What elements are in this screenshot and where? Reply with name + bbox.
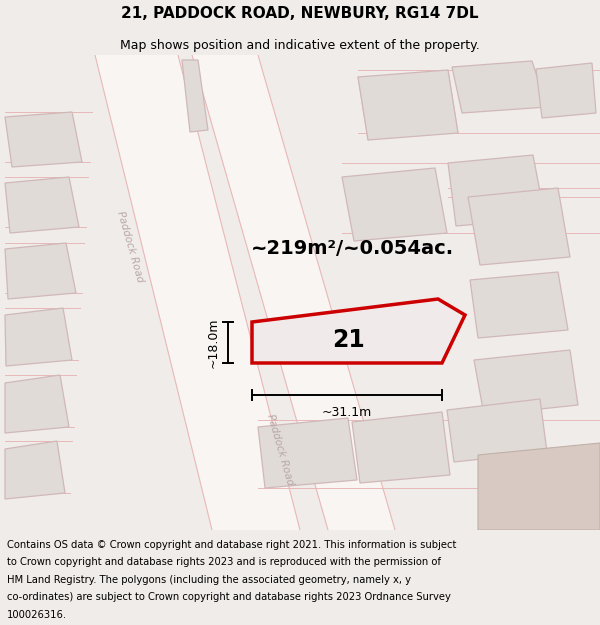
Text: 100026316.: 100026316.: [7, 610, 67, 620]
Polygon shape: [5, 441, 65, 499]
Text: 21: 21: [332, 328, 364, 352]
Text: 21, PADDOCK ROAD, NEWBURY, RG14 7DL: 21, PADDOCK ROAD, NEWBURY, RG14 7DL: [121, 6, 479, 21]
Polygon shape: [478, 443, 600, 530]
Text: Paddock Road: Paddock Road: [265, 413, 295, 487]
Text: Contains OS data © Crown copyright and database right 2021. This information is : Contains OS data © Crown copyright and d…: [7, 539, 457, 549]
Polygon shape: [447, 399, 547, 462]
Polygon shape: [5, 308, 72, 366]
Polygon shape: [342, 168, 447, 241]
Polygon shape: [448, 155, 545, 226]
Text: ~219m²/~0.054ac.: ~219m²/~0.054ac.: [250, 239, 454, 258]
Polygon shape: [192, 55, 395, 530]
Text: co-ordinates) are subject to Crown copyright and database rights 2023 Ordnance S: co-ordinates) are subject to Crown copyr…: [7, 592, 451, 602]
Polygon shape: [470, 272, 568, 338]
Text: ~18.0m: ~18.0m: [206, 318, 220, 368]
Polygon shape: [5, 243, 76, 299]
Polygon shape: [536, 63, 596, 118]
Polygon shape: [5, 375, 69, 433]
Polygon shape: [258, 418, 357, 488]
Polygon shape: [95, 55, 300, 530]
Polygon shape: [182, 60, 208, 132]
Text: Map shows position and indicative extent of the property.: Map shows position and indicative extent…: [120, 39, 480, 52]
Polygon shape: [5, 112, 82, 167]
Polygon shape: [352, 412, 450, 483]
Text: HM Land Registry. The polygons (including the associated geometry, namely x, y: HM Land Registry. The polygons (includin…: [7, 574, 411, 584]
Text: ~31.1m: ~31.1m: [322, 406, 372, 419]
Polygon shape: [452, 61, 547, 113]
Polygon shape: [252, 299, 465, 363]
Text: to Crown copyright and database rights 2023 and is reproduced with the permissio: to Crown copyright and database rights 2…: [7, 557, 441, 567]
Polygon shape: [468, 188, 570, 265]
Text: Paddock Road: Paddock Road: [115, 210, 145, 284]
Polygon shape: [5, 177, 79, 233]
Polygon shape: [474, 350, 578, 415]
Polygon shape: [358, 70, 458, 140]
